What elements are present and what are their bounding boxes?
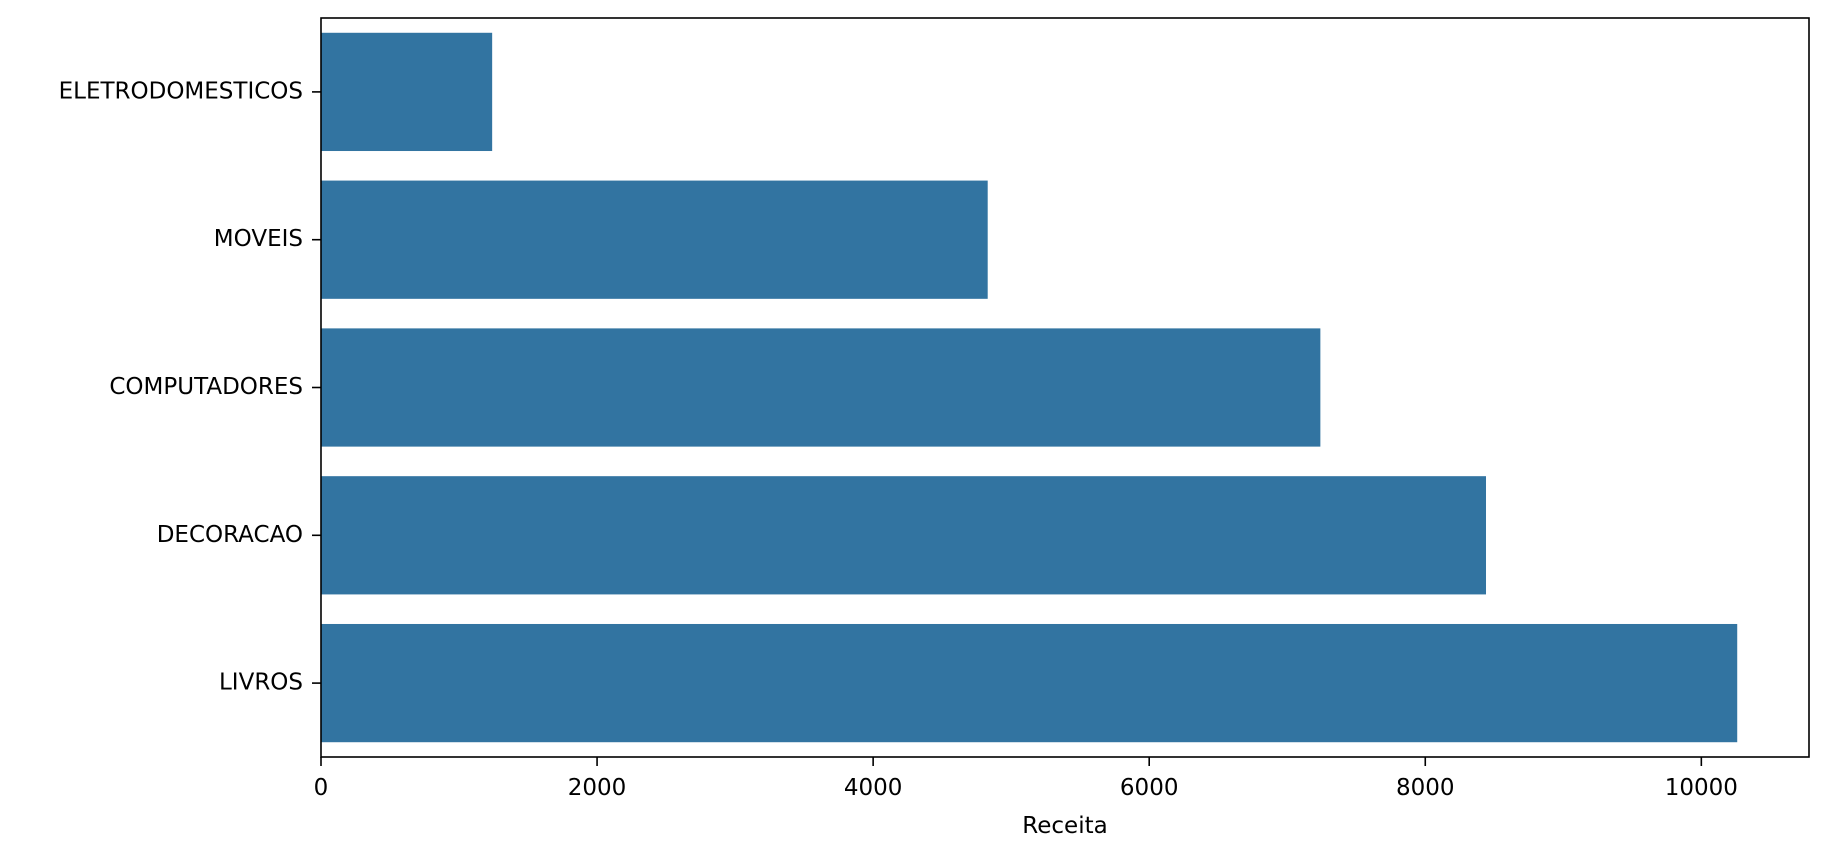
x-axis-ticks: 0 2000 4000 6000 8000 10000 [314,757,1738,801]
bar-eletrodomesticos [321,32,493,152]
bar-moveis [321,180,988,299]
x-tick-label: 10000 [1665,775,1738,801]
bar-computadores [321,328,1321,447]
x-tick-label: 2000 [568,775,627,801]
x-tick-label: 4000 [844,775,903,801]
bars-group [321,32,1738,743]
bar-decoracao [321,476,1487,595]
x-tick-label: 6000 [1120,775,1179,801]
bar-livros [321,623,1738,743]
plot-frame [320,17,1810,758]
x-axis-label: Receita [1022,813,1107,839]
y-tick-label: DECORACAO [157,522,303,548]
y-tick-label: COMPUTADORES [109,374,303,400]
y-tick-label: LIVROS [219,670,303,696]
y-tick-label: ELETRODOMESTICOS [59,78,303,104]
y-tick-label: MOVEIS [214,226,303,252]
x-tick-label: 8000 [1396,775,1455,801]
y-axis-ticks: ELETRODOMESTICOS MOVEIS COMPUTADORES DECORA… [59,78,321,696]
x-tick-label: 0 [314,775,329,801]
